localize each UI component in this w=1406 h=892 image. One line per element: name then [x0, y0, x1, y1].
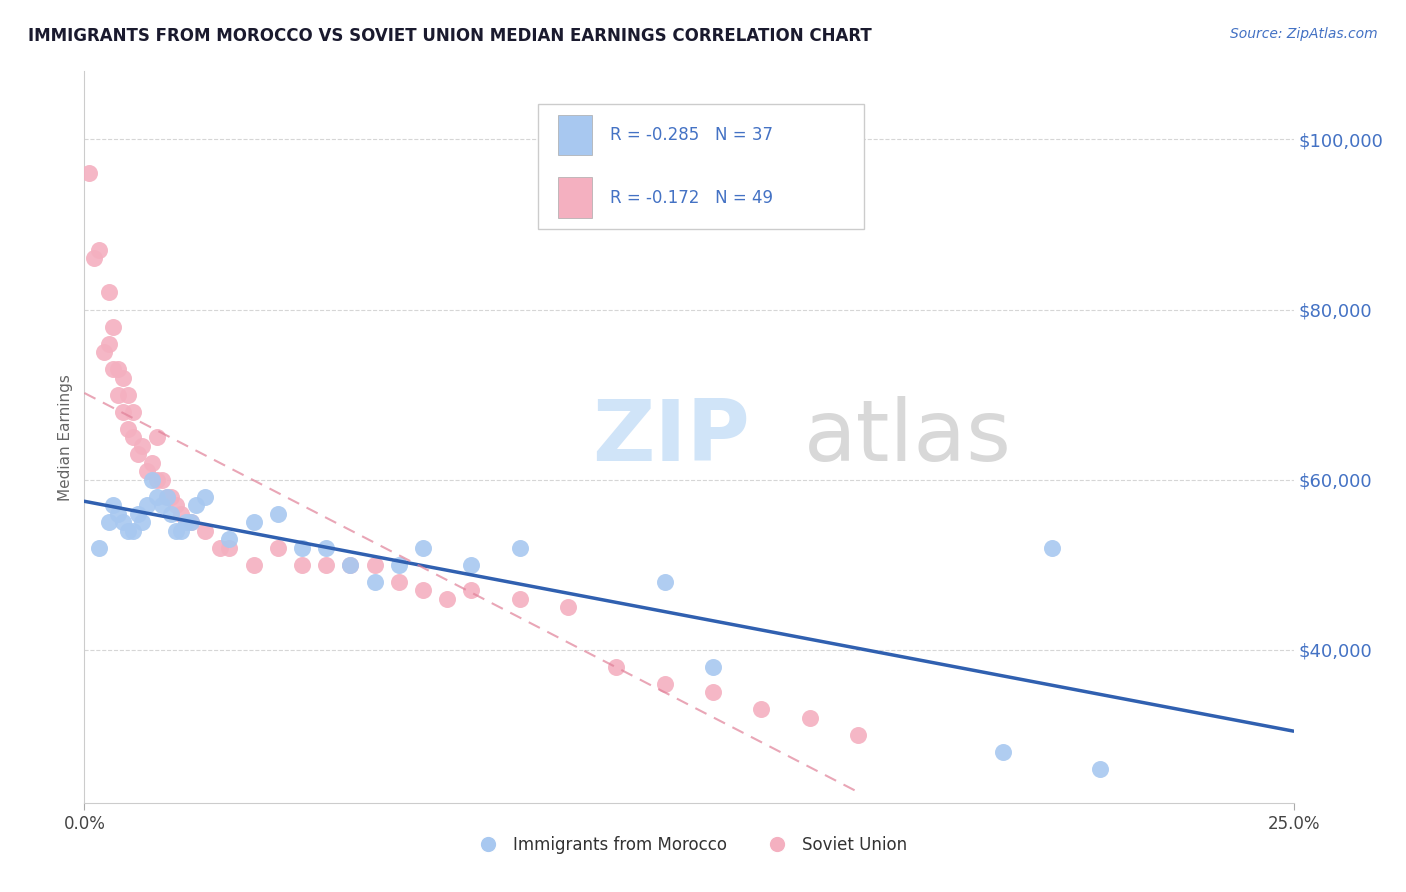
Point [136, 464, 159, 478]
Point [117, 524, 139, 538]
Point [103, 498, 125, 512]
Point [107, 362, 129, 376]
Point [112, 370, 135, 384]
Point [117, 421, 139, 435]
Point [180, 515, 202, 529]
Point [363, 558, 385, 572]
Y-axis label: Median Earnings: Median Earnings [58, 374, 73, 500]
Point [146, 430, 169, 444]
Bar [558, 115, 592, 155]
Point [702, 685, 724, 699]
Point [460, 583, 482, 598]
Point [799, 711, 821, 725]
Point [146, 473, 169, 487]
Point [97, 285, 120, 300]
Point [315, 558, 337, 572]
Point [654, 677, 676, 691]
Point [509, 541, 531, 555]
Point [557, 600, 579, 615]
Point [291, 541, 314, 555]
Point [150, 498, 173, 512]
Point [208, 541, 231, 555]
FancyBboxPatch shape [538, 104, 865, 228]
Point [136, 498, 159, 512]
Point [97, 515, 120, 529]
Point [165, 524, 187, 538]
Point [184, 498, 207, 512]
Point [107, 507, 129, 521]
Point [174, 515, 197, 529]
Point [180, 515, 202, 529]
Point [127, 507, 149, 521]
Point [436, 591, 458, 606]
Text: R = -0.172   N = 49: R = -0.172 N = 49 [610, 188, 773, 207]
Point [103, 319, 125, 334]
Point [160, 507, 183, 521]
Point [155, 490, 177, 504]
Point [1040, 541, 1063, 555]
Point [993, 745, 1015, 759]
Point [218, 541, 240, 555]
Point [87, 243, 110, 257]
Point [77, 166, 100, 180]
Point [121, 430, 143, 444]
Point [87, 541, 110, 555]
Point [291, 558, 314, 572]
Point [388, 558, 411, 572]
Point [117, 387, 139, 401]
Point [194, 524, 217, 538]
Point [112, 404, 135, 418]
Point [702, 659, 724, 673]
Text: atlas: atlas [804, 395, 1012, 479]
Point [388, 574, 411, 589]
Point [83, 252, 105, 266]
Point [131, 439, 153, 453]
Text: ZIP: ZIP [592, 395, 749, 479]
Text: R = -0.285   N = 37: R = -0.285 N = 37 [610, 127, 773, 145]
Point [267, 541, 290, 555]
Point [605, 659, 627, 673]
Point [127, 447, 149, 461]
Point [150, 473, 173, 487]
Point [93, 345, 115, 359]
Legend: Immigrants from Morocco, Soviet Union: Immigrants from Morocco, Soviet Union [464, 829, 914, 860]
Point [121, 404, 143, 418]
Point [412, 541, 434, 555]
Point [146, 490, 169, 504]
Point [121, 524, 143, 538]
Point [242, 515, 264, 529]
Point [131, 515, 153, 529]
Point [339, 558, 361, 572]
Point [242, 558, 264, 572]
Point [218, 532, 240, 546]
Bar [558, 178, 592, 218]
Point [460, 558, 482, 572]
Point [412, 583, 434, 598]
Point [1088, 762, 1111, 776]
Point [97, 336, 120, 351]
Point [160, 490, 183, 504]
Point [165, 498, 187, 512]
Point [194, 490, 217, 504]
Point [170, 507, 193, 521]
Point [107, 387, 129, 401]
Point [141, 473, 163, 487]
Point [363, 574, 385, 589]
Point [315, 541, 337, 555]
Point [654, 574, 676, 589]
Point [339, 558, 361, 572]
Point [751, 702, 773, 716]
Point [141, 456, 163, 470]
Point [112, 515, 135, 529]
Point [103, 362, 125, 376]
Point [846, 728, 869, 742]
Text: IMMIGRANTS FROM MOROCCO VS SOVIET UNION MEDIAN EARNINGS CORRELATION CHART: IMMIGRANTS FROM MOROCCO VS SOVIET UNION … [28, 27, 872, 45]
Point [267, 507, 290, 521]
Point [170, 524, 193, 538]
Text: Source: ZipAtlas.com: Source: ZipAtlas.com [1230, 27, 1378, 41]
Point [509, 591, 531, 606]
Point [155, 490, 177, 504]
